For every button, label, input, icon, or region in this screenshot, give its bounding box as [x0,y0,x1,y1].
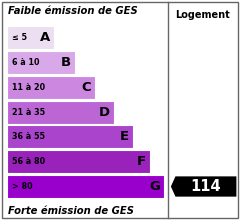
Bar [7,150,150,173]
Text: Forte émission de GES: Forte émission de GES [8,206,134,216]
Text: ≤ 5: ≤ 5 [12,33,26,42]
Text: > 80: > 80 [12,182,32,191]
Text: 114: 114 [191,179,221,194]
Text: G: G [149,180,160,193]
Polygon shape [171,176,236,197]
Text: D: D [99,106,110,119]
Text: Logement: Logement [175,10,230,20]
Bar [7,76,95,99]
Text: 36 à 55: 36 à 55 [12,132,44,141]
Bar [7,125,133,148]
Text: 21 à 35: 21 à 35 [12,108,45,117]
Text: F: F [137,155,146,168]
Bar [7,26,54,50]
Text: 11 à 20: 11 à 20 [12,83,45,92]
Bar [7,51,75,74]
Text: E: E [120,130,129,143]
Text: B: B [60,56,71,69]
Bar [7,175,164,198]
Text: 6 à 10: 6 à 10 [12,58,39,67]
Text: 56 à 80: 56 à 80 [12,157,45,166]
Text: Faible émission de GES: Faible émission de GES [8,6,138,16]
Text: A: A [40,31,50,44]
Text: C: C [81,81,91,94]
Bar [7,101,114,124]
